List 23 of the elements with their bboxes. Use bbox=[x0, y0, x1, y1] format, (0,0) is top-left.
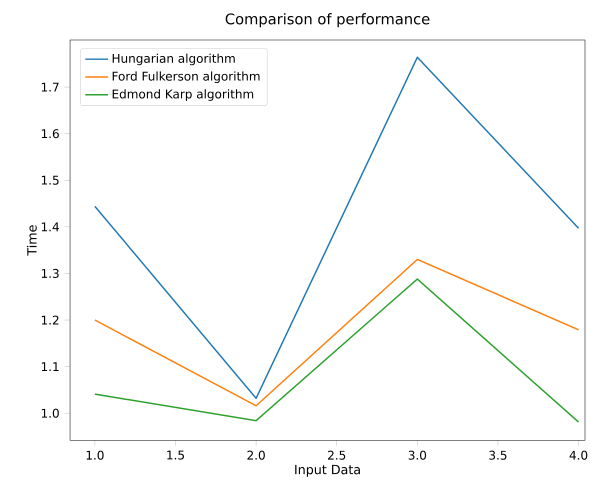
x-tick-label: 3.0 bbox=[408, 450, 426, 460]
y-tick-label: 1.3 bbox=[42, 268, 59, 278]
x-axis-title: Input Data bbox=[295, 464, 360, 477]
line-series bbox=[94, 258, 580, 407]
x-tick-label: 1.5 bbox=[167, 450, 184, 460]
legend-label: Edmond Karp algorithm bbox=[112, 89, 254, 101]
legend-label: Hungarian algorithm bbox=[112, 54, 235, 66]
y-axis-title: Time bbox=[26, 225, 37, 256]
y-tick-label: 1.0 bbox=[42, 408, 59, 418]
y-tick-label: 1.4 bbox=[42, 222, 59, 232]
x-tick-label: 2.5 bbox=[328, 450, 346, 460]
y-tick-label: 1.5 bbox=[42, 176, 59, 185]
line-series bbox=[94, 278, 580, 423]
x-tick-label: 4.0 bbox=[570, 450, 588, 460]
chart-title: Comparison of performance bbox=[226, 13, 430, 28]
y-tick-label: 1.2 bbox=[42, 316, 58, 325]
x-tick-label: 2.0 bbox=[247, 450, 265, 460]
legend-label: Ford Fulkerson algorithm bbox=[112, 71, 260, 84]
y-tick-label: 1.7 bbox=[42, 82, 59, 92]
y-tick-label: 1.1 bbox=[42, 362, 59, 372]
x-tick-label: 1.0 bbox=[86, 450, 104, 460]
x-tick-label: 3.5 bbox=[489, 450, 506, 460]
y-tick-label: 1.6 bbox=[42, 129, 59, 138]
